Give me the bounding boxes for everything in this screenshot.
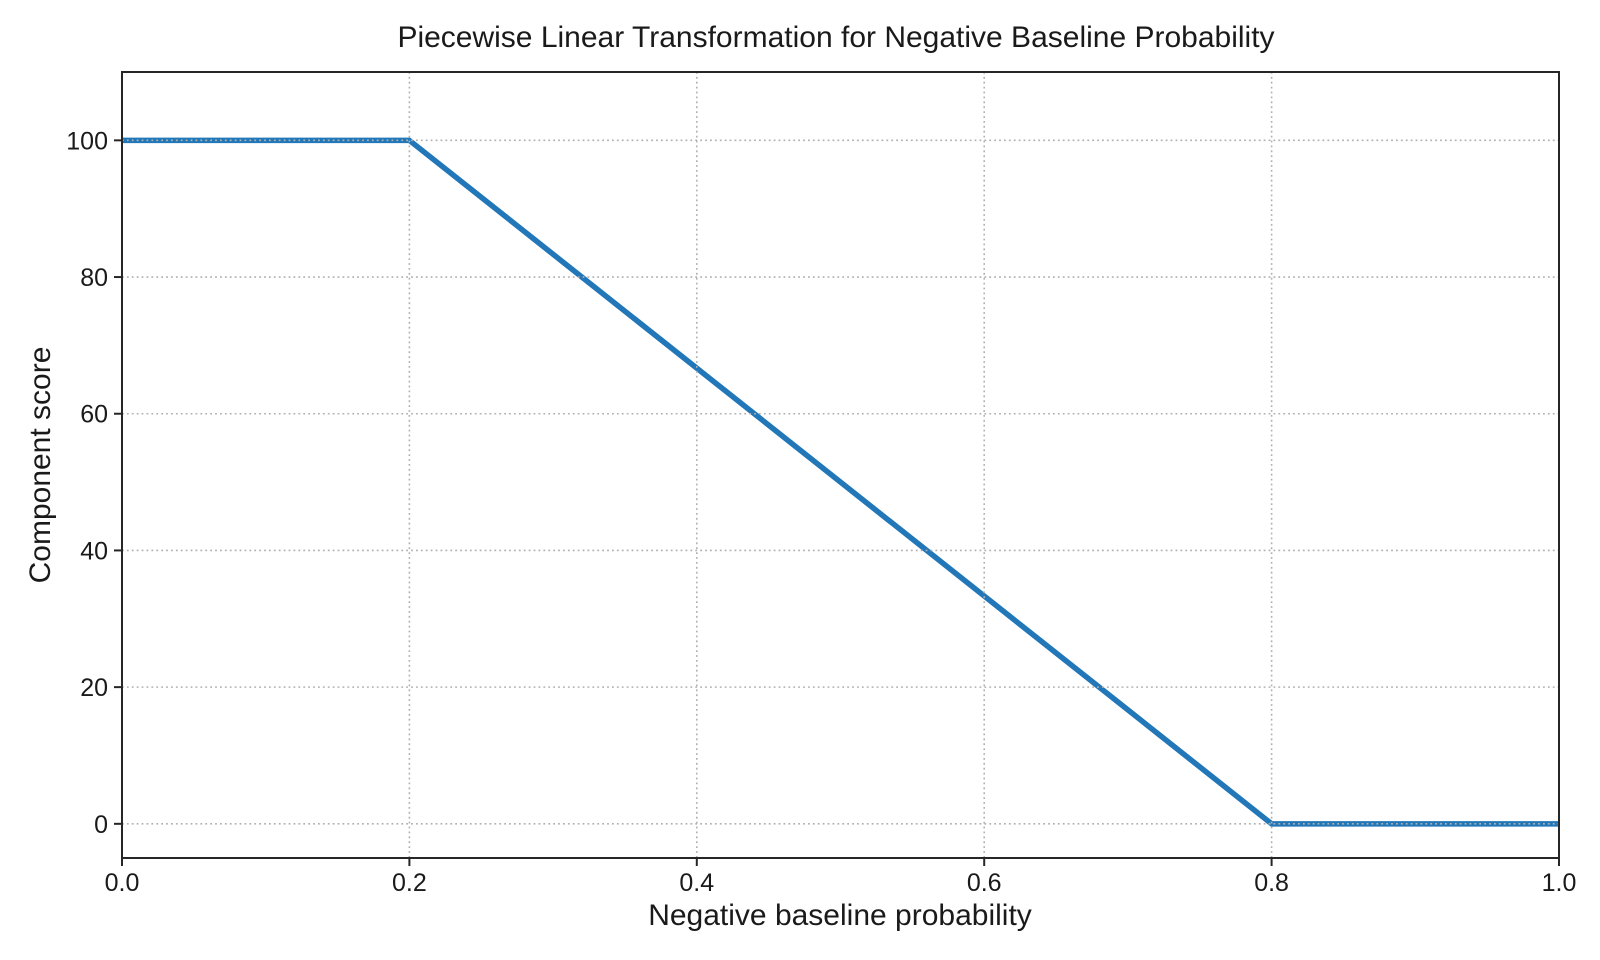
x-tick-label: 0.0: [105, 869, 140, 897]
y-tick-label: 40: [80, 537, 108, 565]
y-tick-label: 80: [80, 264, 108, 292]
y-tick-label: 60: [80, 401, 108, 429]
x-axis-label: Negative baseline probability: [648, 899, 1032, 932]
y-axis-label: Component score: [24, 347, 57, 584]
chart-title: Piecewise Linear Transformation for Nega…: [397, 21, 1274, 54]
x-tick-label: 0.6: [967, 869, 1002, 897]
plot-area: 0.0 0.2 0.4 0.6 0.8 1.0 0 20 40 60 80 100: [66, 71, 1577, 897]
x-tick-label: 0.2: [392, 869, 427, 897]
y-tick-label: 0: [94, 811, 108, 839]
x-tick-label: 0.4: [679, 869, 714, 897]
axes-frame: [121, 71, 1560, 859]
series-line-component-score: [122, 137, 1559, 827]
x-tick-label: 0.8: [1254, 869, 1289, 897]
x-tick-label: 1.0: [1542, 869, 1577, 897]
y-tick-label: 100: [66, 127, 108, 155]
y-tick-label: 20: [80, 674, 108, 702]
